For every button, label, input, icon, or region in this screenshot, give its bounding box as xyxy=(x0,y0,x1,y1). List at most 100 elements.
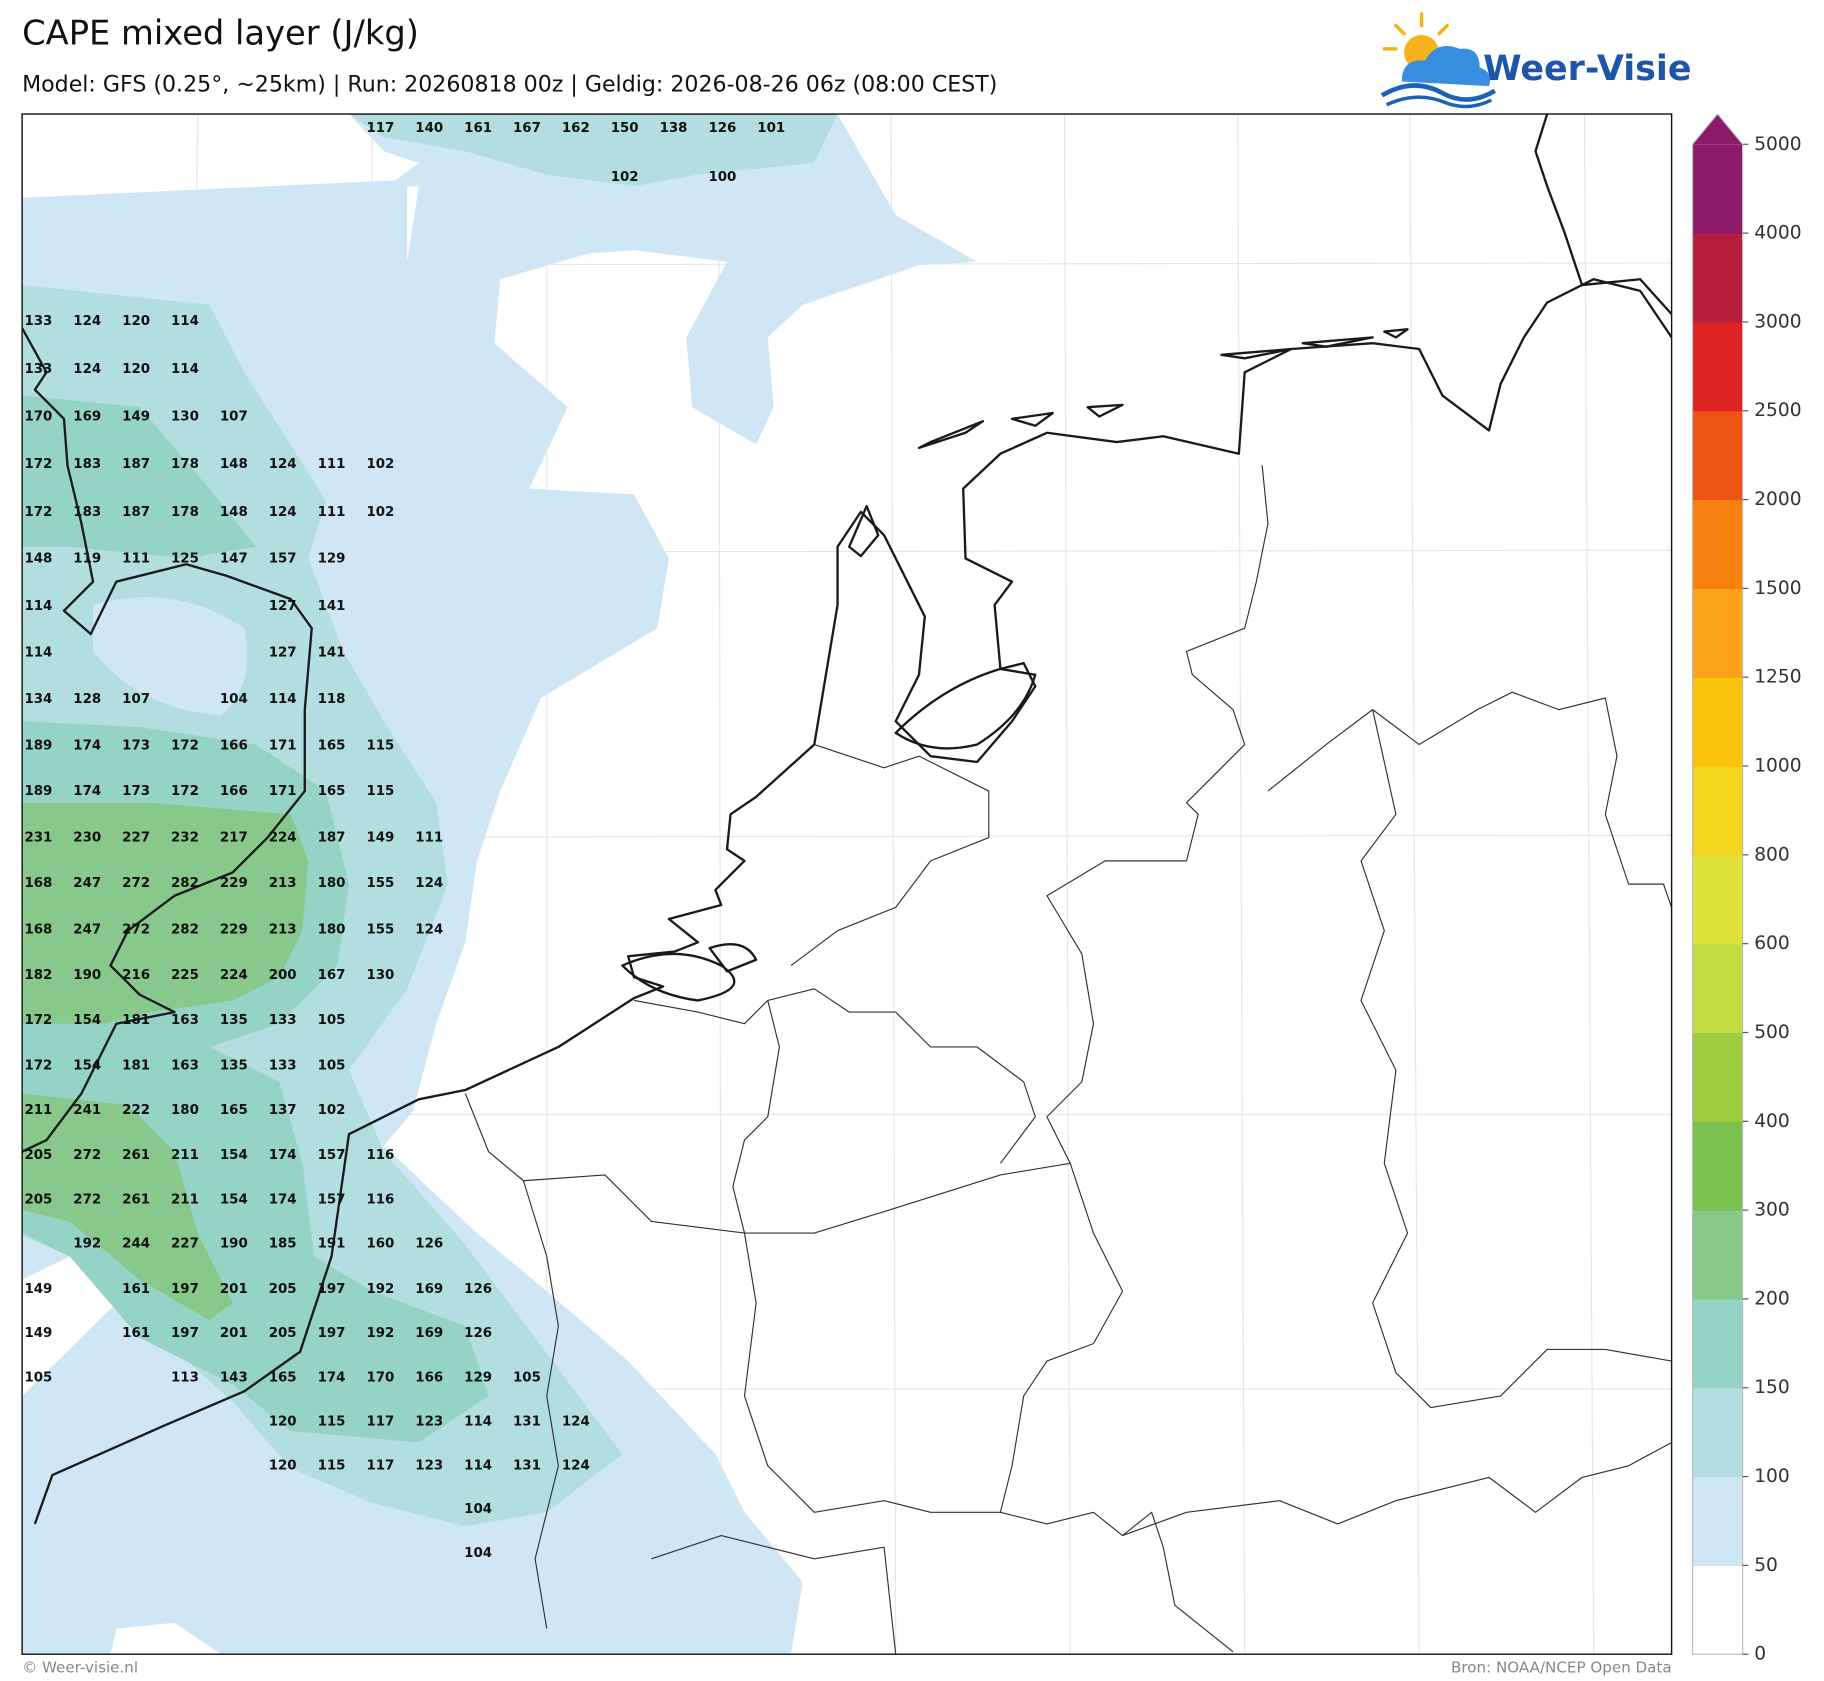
value-label: 241 xyxy=(73,1103,101,1118)
value-label: 111 xyxy=(122,551,150,566)
value-label: 126 xyxy=(708,121,736,136)
value-label: 148 xyxy=(220,457,248,472)
value-label: 232 xyxy=(171,831,199,846)
footer-left: © Weer-visie.nl xyxy=(22,1659,138,1677)
colorbar-segment xyxy=(1692,233,1743,323)
value-label: 211 xyxy=(171,1192,199,1207)
value-label: 174 xyxy=(318,1370,346,1385)
value-label: 141 xyxy=(318,599,346,614)
value-label: 149 xyxy=(122,409,150,424)
borders xyxy=(464,465,1672,1655)
value-label: 100 xyxy=(708,170,736,185)
value-label: 169 xyxy=(415,1282,443,1297)
value-label: 222 xyxy=(122,1103,150,1118)
value-label: 126 xyxy=(464,1282,492,1297)
value-label: 172 xyxy=(24,505,52,520)
value-label: 115 xyxy=(366,784,394,799)
value-label: 143 xyxy=(220,1370,248,1385)
value-label: 178 xyxy=(171,457,199,472)
value-label: 123 xyxy=(415,1459,443,1474)
value-label: 117 xyxy=(366,121,394,136)
value-label: 157 xyxy=(318,1148,346,1163)
colorbar-tick-label: 0 xyxy=(1754,1644,1766,1665)
colorbar-segment xyxy=(1692,854,1743,945)
value-label: 229 xyxy=(220,922,248,937)
value-label: 102 xyxy=(318,1103,346,1118)
value-label: 225 xyxy=(171,968,199,983)
value-label: 174 xyxy=(269,1192,297,1207)
value-label: 149 xyxy=(366,831,394,846)
value-label: 107 xyxy=(220,409,248,424)
colorbar-segment xyxy=(1692,144,1743,234)
value-label: 154 xyxy=(220,1192,248,1207)
colorbar: 0 50 100 150 200 300 400 500 600 800 1000 1250 1500 2… xyxy=(1691,113,1802,1665)
title: CAPE mixed layer (J/kg) xyxy=(22,13,419,52)
colorbar-segment xyxy=(1692,499,1743,589)
value-label: 124 xyxy=(73,362,101,377)
value-label: 197 xyxy=(171,1282,199,1297)
colorbar-segment xyxy=(1692,1298,1743,1389)
value-label: 114 xyxy=(464,1459,492,1474)
colorbar-segment xyxy=(1692,410,1743,501)
value-label: 183 xyxy=(73,457,101,472)
value-label: 107 xyxy=(122,692,150,707)
value-label: 173 xyxy=(122,784,150,799)
value-label: 135 xyxy=(220,1013,248,1028)
value-label: 192 xyxy=(73,1237,101,1252)
value-label: 162 xyxy=(562,121,590,136)
colorbar-tick-label: 400 xyxy=(1754,1111,1790,1132)
value-label: 127 xyxy=(269,646,297,661)
colorbar-tick-label: 4000 xyxy=(1754,223,1801,244)
value-label: 163 xyxy=(171,1013,199,1028)
value-label: 127 xyxy=(269,599,297,614)
value-label: 211 xyxy=(171,1148,199,1163)
value-label: 124 xyxy=(562,1415,590,1430)
value-label: 104 xyxy=(464,1502,492,1517)
value-label: 138 xyxy=(660,121,688,136)
value-label: 133 xyxy=(24,362,52,377)
subtitle: Model: GFS (0.25°, ~25km) | Run: 2026081… xyxy=(22,71,997,97)
value-label: 133 xyxy=(24,314,52,329)
value-label: 165 xyxy=(318,784,346,799)
value-label: 124 xyxy=(269,505,297,520)
value-label: 119 xyxy=(73,551,101,566)
value-label: 102 xyxy=(366,457,394,472)
value-label: 247 xyxy=(73,922,101,937)
value-label: 125 xyxy=(171,551,199,566)
map-frame xyxy=(21,113,1673,1655)
value-label: 272 xyxy=(122,876,150,891)
value-label: 189 xyxy=(24,784,52,799)
value-label: 205 xyxy=(24,1148,52,1163)
colorbar-tick-label: 2000 xyxy=(1754,489,1801,510)
value-label: 118 xyxy=(318,692,346,707)
value-label: 171 xyxy=(269,784,297,799)
value-label: 181 xyxy=(122,1013,150,1028)
value-label: 192 xyxy=(366,1326,394,1341)
colorbar-tick-label: 200 xyxy=(1754,1288,1790,1309)
value-label: 141 xyxy=(318,646,346,661)
value-label: 230 xyxy=(73,831,101,846)
value-label: 187 xyxy=(318,831,346,846)
value-label: 154 xyxy=(73,1013,101,1028)
value-label: 180 xyxy=(318,922,346,937)
value-label: 124 xyxy=(73,314,101,329)
value-label: 160 xyxy=(366,1237,394,1252)
value-label: 102 xyxy=(366,505,394,520)
value-label: 114 xyxy=(24,646,52,661)
colorbar-tick-label: 600 xyxy=(1754,933,1790,954)
value-label: 111 xyxy=(318,457,346,472)
colorbar-outline xyxy=(1691,113,1744,1655)
value-label: 166 xyxy=(220,784,248,799)
value-label: 190 xyxy=(220,1237,248,1252)
value-label: 114 xyxy=(269,692,297,707)
value-label: 213 xyxy=(269,922,297,937)
value-label: 205 xyxy=(24,1192,52,1207)
colorbar-tick-label: 300 xyxy=(1754,1200,1790,1221)
value-label: 192 xyxy=(366,1282,394,1297)
value-label: 135 xyxy=(220,1059,248,1074)
value-label: 170 xyxy=(24,409,52,424)
value-label: 180 xyxy=(318,876,346,891)
colorbar-extend xyxy=(1692,114,1743,145)
value-label: 115 xyxy=(318,1415,346,1430)
value-label: 133 xyxy=(269,1013,297,1028)
